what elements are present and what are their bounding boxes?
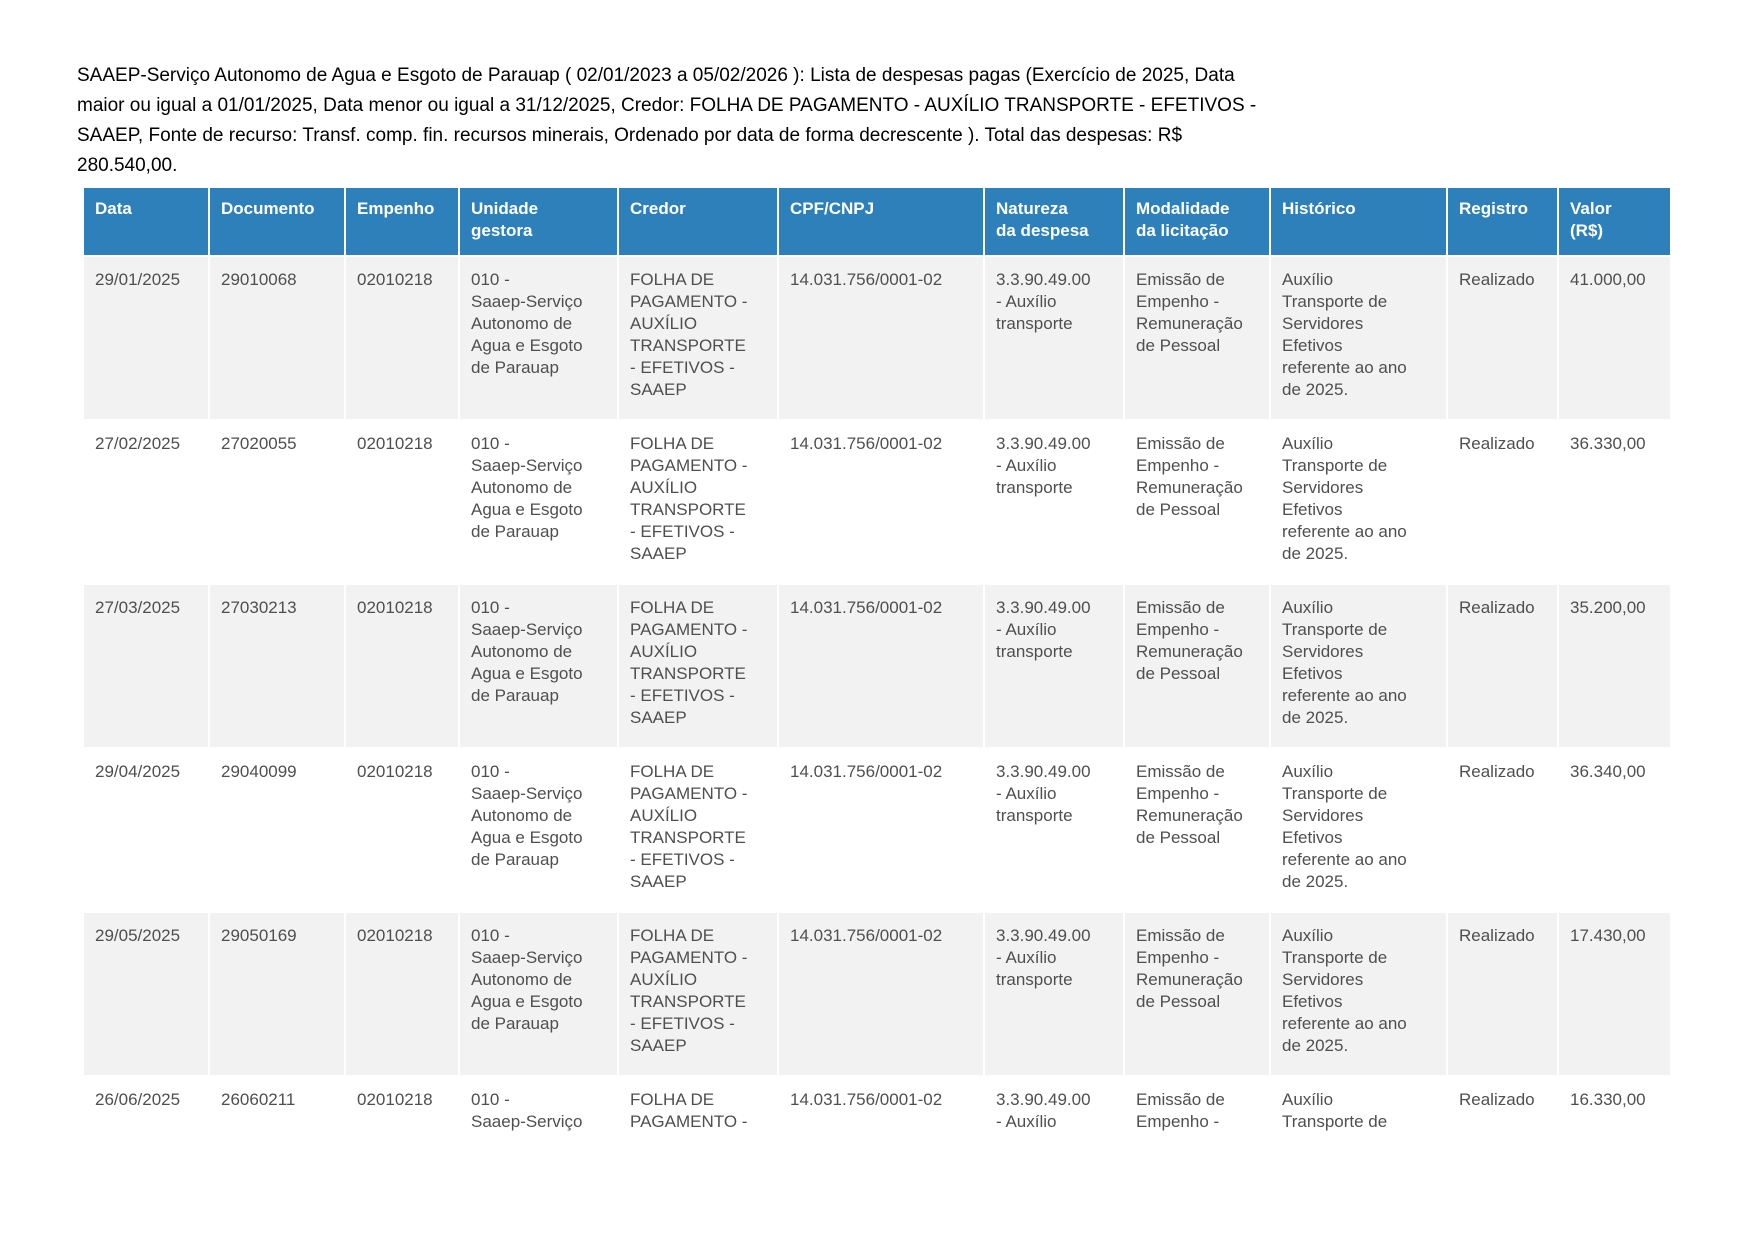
cell-credor: FOLHA DE PAGAMENTO - AUXÍLIO TRANSPORTE … (617, 747, 779, 913)
cell-cpf-cnpj: 14.031.756/0001-02 (777, 255, 985, 421)
cell-documento: 29040099 (208, 747, 346, 913)
table-row: 29/04/2025 29040099 02010218 010 - Saaep… (82, 747, 1672, 913)
column-header-natureza-despesa: Natureza da despesa (983, 186, 1125, 257)
table-row: 29/01/2025 29010068 02010218 010 - Saaep… (82, 255, 1672, 421)
cell-cpf-cnpj: 14.031.756/0001-02 (777, 747, 985, 913)
column-header-unidade-gestora: Unidade gestora (458, 186, 619, 257)
table-row: 29/05/2025 29050169 02010218 010 - Saaep… (82, 911, 1672, 1077)
expense-table: Data Documento Empenho Unidade gestora C… (82, 186, 1672, 1153)
column-header-credor: Credor (617, 186, 779, 257)
cell-data: 26/06/2025 (82, 1075, 210, 1153)
report-title: SAAEP-Serviço Autonomo de Agua e Esgoto … (77, 65, 1257, 176)
cell-credor: FOLHA DE PAGAMENTO - (617, 1075, 779, 1153)
column-header-registro: Registro (1446, 186, 1559, 257)
cell-natureza-despesa: 3.3.90.49.00 - Auxílio transporte (983, 419, 1125, 585)
cell-valor: 35.200,00 (1557, 583, 1672, 749)
cell-valor: 36.330,00 (1557, 419, 1672, 585)
cell-cpf-cnpj: 14.031.756/0001-02 (777, 419, 985, 585)
cell-historico: Auxílio Transporte de Servidores Efetivo… (1269, 255, 1448, 421)
cell-data: 27/02/2025 (82, 419, 210, 585)
cell-natureza-despesa: 3.3.90.49.00 - Auxílio transporte (983, 255, 1125, 421)
cell-modalidade-licitacao: Emissão de Empenho - (1123, 1075, 1271, 1153)
cell-empenho: 02010218 (344, 255, 460, 421)
cell-documento: 29050169 (208, 911, 346, 1077)
cell-unidade-gestora: 010 - Saaep-Serviço Autonomo de Agua e E… (458, 419, 619, 585)
cell-valor: 36.340,00 (1557, 747, 1672, 913)
cell-empenho: 02010218 (344, 583, 460, 749)
cell-historico: Auxílio Transporte de Servidores Efetivo… (1269, 583, 1448, 749)
cell-credor: FOLHA DE PAGAMENTO - AUXÍLIO TRANSPORTE … (617, 583, 779, 749)
cell-registro: Realizado (1446, 747, 1559, 913)
table-header-row: Data Documento Empenho Unidade gestora C… (82, 186, 1672, 257)
cell-registro: Realizado (1446, 419, 1559, 585)
table-row: 26/06/2025 26060211 02010218 010 - Saaep… (82, 1075, 1672, 1153)
cell-valor: 17.430,00 (1557, 911, 1672, 1077)
cell-data: 29/05/2025 (82, 911, 210, 1077)
cell-credor: FOLHA DE PAGAMENTO - AUXÍLIO TRANSPORTE … (617, 419, 779, 585)
cell-registro: Realizado (1446, 911, 1559, 1077)
column-header-historico: Histórico (1269, 186, 1448, 257)
cell-empenho: 02010218 (344, 747, 460, 913)
cell-empenho: 02010218 (344, 419, 460, 585)
cell-empenho: 02010218 (344, 911, 460, 1077)
cell-historico: Auxílio Transporte de (1269, 1075, 1448, 1153)
cell-documento: 27030213 (208, 583, 346, 749)
cell-documento: 29010068 (208, 255, 346, 421)
table-row: 27/02/2025 27020055 02010218 010 - Saaep… (82, 419, 1672, 585)
cell-modalidade-licitacao: Emissão de Empenho - Remuneração de Pess… (1123, 747, 1271, 913)
cell-cpf-cnpj: 14.031.756/0001-02 (777, 911, 985, 1077)
column-header-valor: Valor (R$) (1557, 186, 1672, 257)
cell-unidade-gestora: 010 - Saaep-Serviço Autonomo de Agua e E… (458, 747, 619, 913)
table-row: 27/03/2025 27030213 02010218 010 - Saaep… (82, 583, 1672, 749)
cell-natureza-despesa: 3.3.90.49.00 - Auxílio transporte (983, 747, 1125, 913)
cell-documento: 27020055 (208, 419, 346, 585)
column-header-documento: Documento (208, 186, 346, 257)
cell-valor: 41.000,00 (1557, 255, 1672, 421)
cell-registro: Realizado (1446, 255, 1559, 421)
cell-unidade-gestora: 010 - Saaep-Serviço (458, 1075, 619, 1153)
cell-data: 29/04/2025 (82, 747, 210, 913)
cell-unidade-gestora: 010 - Saaep-Serviço Autonomo de Agua e E… (458, 583, 619, 749)
cell-modalidade-licitacao: Emissão de Empenho - Remuneração de Pess… (1123, 911, 1271, 1077)
cell-natureza-despesa: 3.3.90.49.00 - Auxílio (983, 1075, 1125, 1153)
cell-historico: Auxílio Transporte de Servidores Efetivo… (1269, 419, 1448, 585)
cell-registro: Realizado (1446, 583, 1559, 749)
cell-historico: Auxílio Transporte de Servidores Efetivo… (1269, 747, 1448, 913)
cell-credor: FOLHA DE PAGAMENTO - AUXÍLIO TRANSPORTE … (617, 911, 779, 1077)
cell-valor: 16.330,00 (1557, 1075, 1672, 1153)
cell-cpf-cnpj: 14.031.756/0001-02 (777, 1075, 985, 1153)
column-header-cpf-cnpj: CPF/CNPJ (777, 186, 985, 257)
cell-empenho: 02010218 (344, 1075, 460, 1153)
cell-registro: Realizado (1446, 1075, 1559, 1153)
cell-unidade-gestora: 010 - Saaep-Serviço Autonomo de Agua e E… (458, 911, 619, 1077)
cell-data: 27/03/2025 (82, 583, 210, 749)
cell-modalidade-licitacao: Emissão de Empenho - Remuneração de Pess… (1123, 419, 1271, 585)
cell-data: 29/01/2025 (82, 255, 210, 421)
cell-credor: FOLHA DE PAGAMENTO - AUXÍLIO TRANSPORTE … (617, 255, 779, 421)
column-header-data: Data (82, 186, 210, 257)
cell-documento: 26060211 (208, 1075, 346, 1153)
cell-modalidade-licitacao: Emissão de Empenho - Remuneração de Pess… (1123, 583, 1271, 749)
cell-cpf-cnpj: 14.031.756/0001-02 (777, 583, 985, 749)
cell-natureza-despesa: 3.3.90.49.00 - Auxílio transporte (983, 911, 1125, 1077)
cell-unidade-gestora: 010 - Saaep-Serviço Autonomo de Agua e E… (458, 255, 619, 421)
column-header-modalidade-licitacao: Modalidade da licitação (1123, 186, 1271, 257)
cell-natureza-despesa: 3.3.90.49.00 - Auxílio transporte (983, 583, 1125, 749)
cell-historico: Auxílio Transporte de Servidores Efetivo… (1269, 911, 1448, 1077)
column-header-empenho: Empenho (344, 186, 460, 257)
cell-modalidade-licitacao: Emissão de Empenho - Remuneração de Pess… (1123, 255, 1271, 421)
